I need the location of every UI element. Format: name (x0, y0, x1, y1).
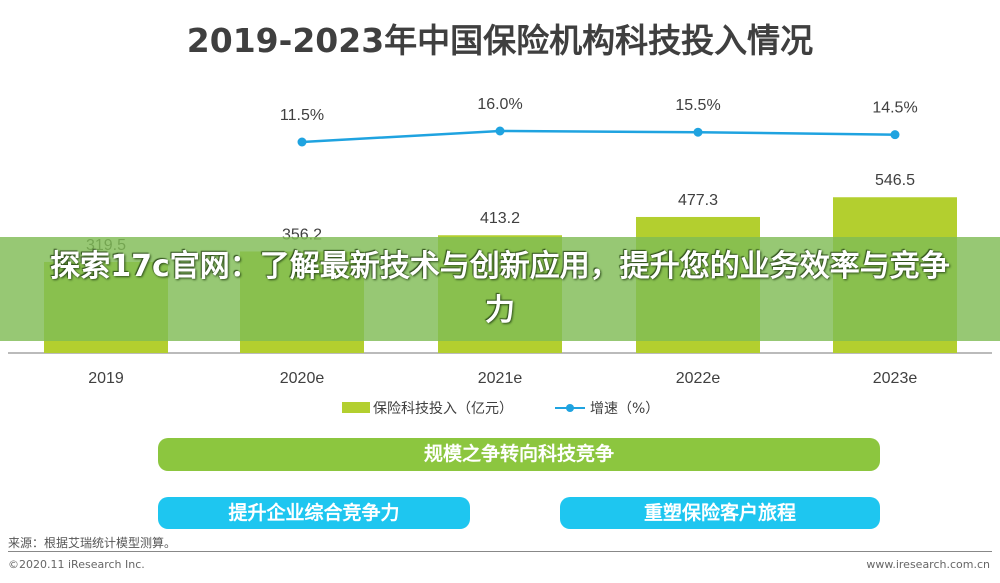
growth-point (693, 127, 703, 137)
growth-line (301, 129, 896, 144)
growth-label: 16.0% (477, 96, 522, 113)
copyright: ©2020.11 iResearch Inc. (8, 558, 145, 571)
source-note: 来源：根据艾瑞统计模型测算。 (8, 536, 177, 550)
x-tick-label: 2021e (478, 370, 523, 387)
flow-left-box: 提升企业综合竞争力 (158, 497, 470, 529)
legend-line-dot (566, 404, 574, 412)
bar-label: 413.2 (480, 210, 520, 227)
legend-bar-label: 保险科技投入（亿元） (373, 401, 513, 417)
legend-bar-swatch (342, 402, 370, 413)
x-tick-label: 2022e (676, 370, 721, 387)
chart-title: 2019-2023年中国保险机构科技投入情况 (186, 21, 814, 60)
flow-right-box: 重塑保险客户旅程 (560, 497, 880, 529)
growth-point (495, 126, 505, 136)
x-tick-label: 2023e (873, 370, 918, 387)
legend-line-label: 增速（%） (590, 401, 660, 417)
x-tick-label: 2020e (280, 370, 325, 387)
bar-label: 477.3 (678, 192, 718, 209)
footer-divider (8, 551, 992, 552)
website: www.iresearch.com.cn (866, 558, 990, 571)
growth-label: 11.5% (280, 107, 324, 124)
growth-label: 15.5% (675, 97, 720, 114)
growth-point (297, 137, 307, 147)
overlay-banner: 探索17c官网：了解最新技术与创新应用，提升您的业务效率与竞争力 (0, 237, 1000, 341)
growth-label: 14.5% (872, 100, 917, 117)
flow-top-box: 规模之争转向科技竞争 (158, 438, 880, 471)
bar-label: 546.5 (875, 172, 915, 189)
x-tick-label: 2019 (88, 370, 124, 387)
growth-point (890, 130, 900, 140)
